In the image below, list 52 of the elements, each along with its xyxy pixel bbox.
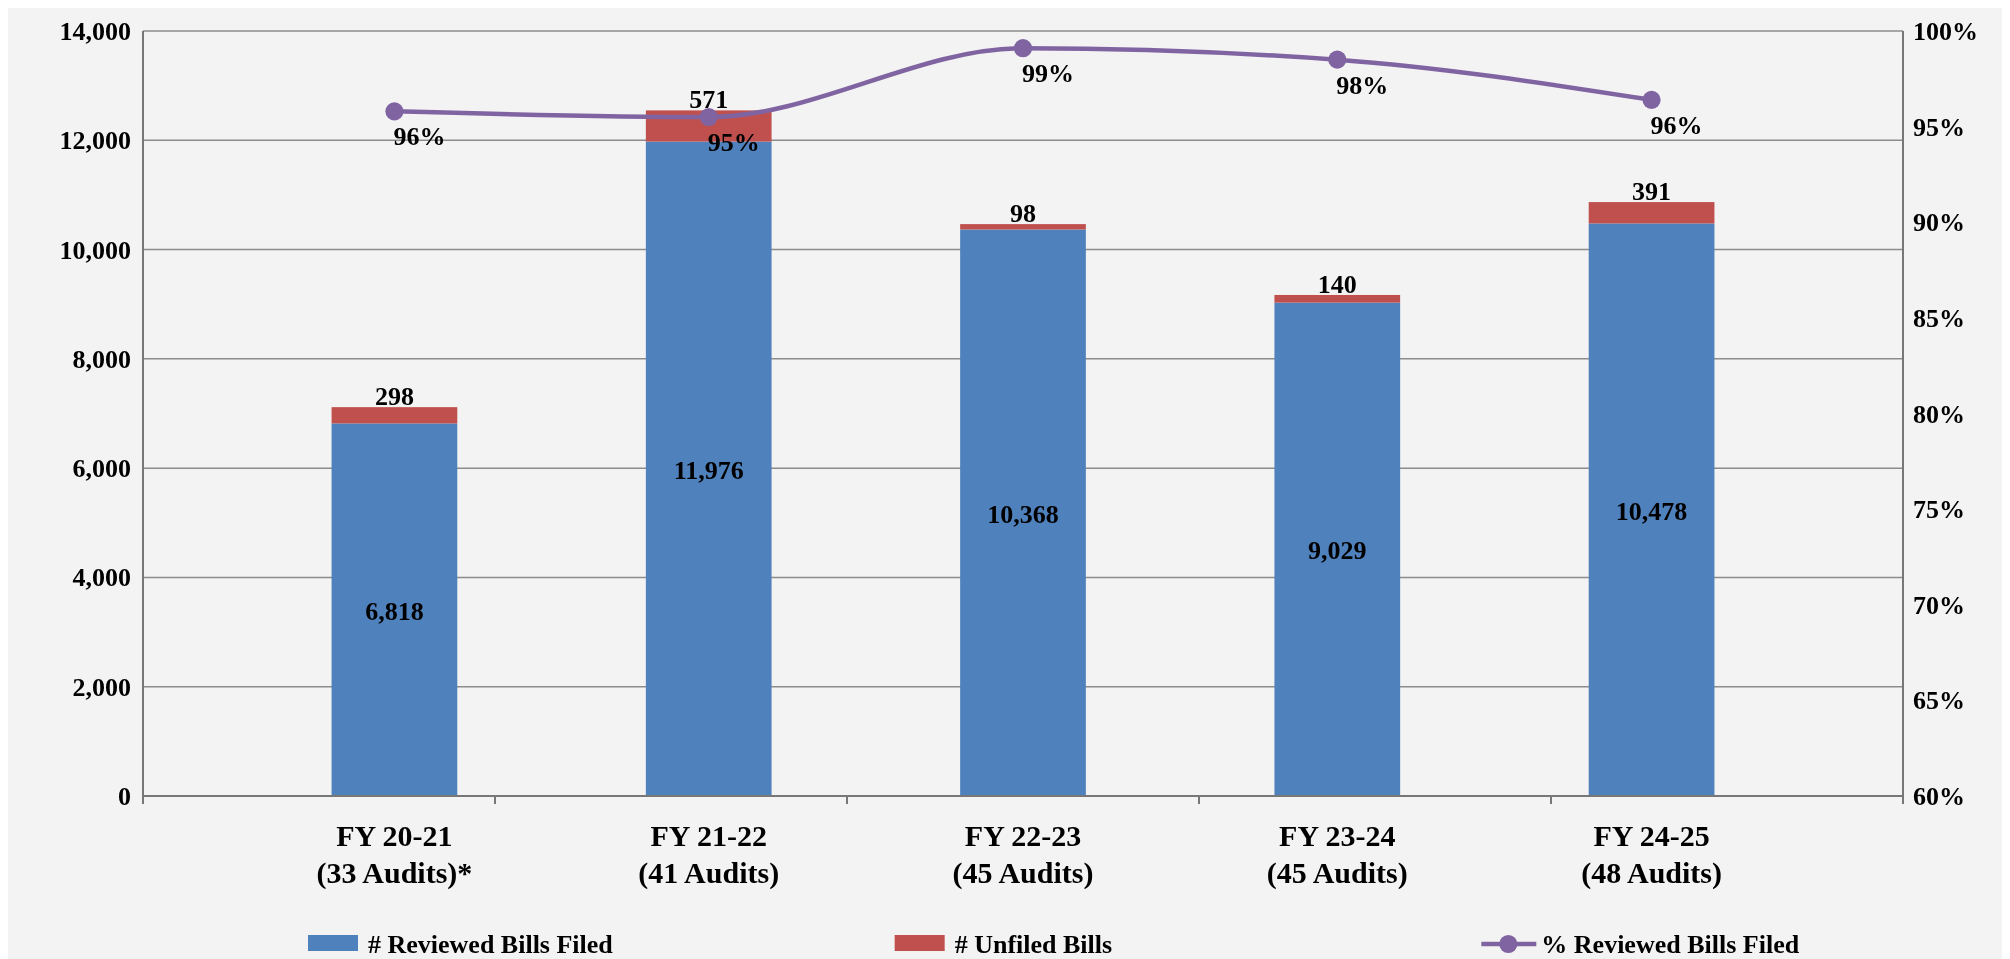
legend-label: % Reviewed Bills Filed (1541, 930, 1800, 959)
data-label: 11,976 (673, 455, 744, 485)
x-tick-label: FY 24-25 (48 Audits) (1581, 819, 1722, 890)
y2-tick-label: 65% (1913, 686, 1965, 716)
y2-tick-label: 80% (1913, 399, 1965, 429)
x-tick-label: FY 22-23 (45 Audits) (952, 819, 1094, 890)
data-label: 98% (1336, 70, 1389, 100)
data-label: 140 (1317, 269, 1357, 299)
data-label: 6,818 (365, 596, 424, 626)
bar (331, 407, 458, 424)
y-tick-label: 10,000 (59, 235, 131, 265)
data-label: 298 (374, 382, 414, 412)
y2-tick-label: 95% (1913, 112, 1965, 142)
x-tick-label: FY 21-22 (41 Audits) (638, 819, 780, 890)
data-label: 96% (393, 122, 446, 152)
point (699, 107, 718, 127)
data-label: 98 (1010, 199, 1036, 229)
y2-tick-label: 60% (1913, 782, 1965, 811)
point (385, 102, 404, 121)
point (1328, 50, 1347, 69)
y-tick-label: 8,000 (72, 344, 131, 374)
bar (960, 229, 1086, 796)
x-tick-label: FY 20-21 (33 Audits)* (316, 819, 473, 890)
legend-label: # Reviewed Bills Filed (368, 930, 614, 959)
bar (1588, 202, 1715, 224)
point (1642, 90, 1661, 109)
data-label: 99% (1022, 59, 1074, 89)
point (1013, 39, 1033, 58)
bar (1588, 223, 1715, 796)
y-tick-label: 0 (118, 782, 131, 811)
x-tick-label: FY 23-24 (45 Audits) (1266, 819, 1408, 890)
y-tick-label: 12,000 (59, 126, 131, 156)
data-label: 391 (1632, 177, 1672, 207)
bar (1274, 302, 1401, 796)
bar (1274, 294, 1401, 303)
y-tick-label: 14,000 (59, 17, 131, 46)
y2-tick-label: 75% (1913, 495, 1965, 525)
data-label: 10,478 (1615, 496, 1688, 526)
y-tick-label: 4,000 (72, 563, 131, 593)
y2-tick-label: 100% (1913, 17, 1978, 46)
data-label: 9,029 (1308, 536, 1367, 566)
y-tick-label: 2,000 (72, 672, 131, 702)
data-label: 10,368 (987, 499, 1059, 529)
y2-tick-label: 90% (1913, 208, 1965, 238)
y2-tick-label: 85% (1913, 303, 1965, 333)
legend-label: # Unfiled Bills (954, 930, 1113, 959)
data-label: 96% (1650, 110, 1703, 140)
bar (960, 224, 1086, 230)
bar (331, 423, 458, 796)
data-label: 571 (689, 85, 729, 115)
y-tick-label: 6,000 (72, 454, 131, 484)
y2-tick-label: 70% (1913, 590, 1965, 620)
